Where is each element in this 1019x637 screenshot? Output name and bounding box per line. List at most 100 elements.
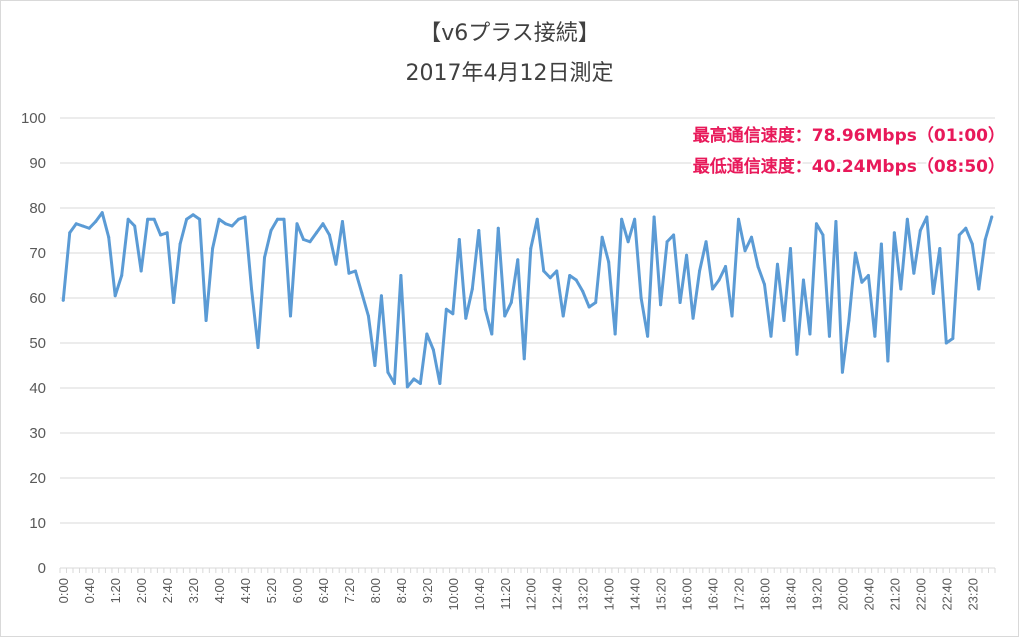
data-point bbox=[496, 226, 500, 230]
data-point bbox=[568, 274, 572, 277]
data-point bbox=[840, 370, 844, 374]
data-point bbox=[159, 233, 163, 237]
y-tick-label: 20 bbox=[29, 470, 46, 487]
x-tick-label: 8:40 bbox=[394, 578, 409, 603]
data-point bbox=[334, 262, 338, 266]
data-point bbox=[503, 314, 507, 318]
data-point bbox=[340, 220, 344, 223]
x-tick-label: 6:40 bbox=[316, 578, 331, 603]
data-point bbox=[386, 370, 390, 374]
x-tick-label: 10:00 bbox=[446, 578, 461, 611]
data-point bbox=[860, 280, 864, 284]
data-point bbox=[944, 341, 948, 345]
data-point bbox=[373, 364, 377, 367]
chart-title: 【v6プラス接続】 bbox=[419, 21, 600, 46]
data-point bbox=[587, 305, 591, 309]
data-point bbox=[516, 258, 520, 262]
data-point bbox=[133, 224, 137, 228]
data-point bbox=[659, 303, 663, 307]
data-point bbox=[990, 215, 994, 219]
y-tick-label: 90 bbox=[29, 155, 46, 172]
data-point bbox=[847, 319, 851, 322]
data-point bbox=[191, 213, 195, 217]
data-point bbox=[61, 298, 65, 302]
x-tick-label: 19:20 bbox=[809, 578, 824, 611]
x-tick-label: 14:40 bbox=[628, 578, 643, 611]
x-tick-label: 16:00 bbox=[680, 578, 695, 611]
data-point bbox=[100, 211, 104, 215]
data-point bbox=[646, 334, 650, 338]
data-point bbox=[620, 217, 624, 221]
data-point bbox=[691, 316, 695, 320]
data-point bbox=[276, 217, 280, 221]
data-point bbox=[243, 215, 247, 219]
data-point bbox=[925, 215, 929, 219]
data-point bbox=[685, 253, 689, 257]
x-tick-label: 2:40 bbox=[160, 578, 175, 603]
data-point bbox=[451, 312, 455, 316]
y-tick-label: 50 bbox=[29, 335, 46, 352]
data-point bbox=[81, 224, 85, 228]
data-point bbox=[918, 229, 922, 232]
data-point bbox=[665, 240, 669, 244]
x-tick-label: 12:40 bbox=[550, 578, 565, 611]
data-point bbox=[490, 332, 494, 336]
data-point bbox=[405, 385, 409, 389]
data-point bbox=[289, 314, 293, 318]
data-point bbox=[529, 247, 533, 250]
data-point bbox=[366, 314, 370, 318]
data-point bbox=[301, 238, 305, 241]
data-point bbox=[464, 316, 468, 320]
data-point bbox=[483, 307, 487, 311]
data-point bbox=[74, 222, 78, 226]
data-point bbox=[250, 287, 254, 291]
data-point bbox=[814, 222, 818, 226]
x-tick-label: 3:20 bbox=[186, 578, 201, 603]
data-point bbox=[821, 233, 825, 237]
data-point bbox=[879, 242, 883, 246]
data-point bbox=[308, 240, 312, 244]
data-point bbox=[120, 274, 124, 277]
data-point bbox=[211, 247, 215, 250]
data-point bbox=[418, 382, 422, 385]
x-tick-label: 20:00 bbox=[835, 578, 850, 611]
x-tick-label: 5:20 bbox=[264, 578, 279, 603]
data-point bbox=[801, 278, 805, 282]
data-point bbox=[782, 319, 786, 322]
data-point bbox=[827, 334, 831, 338]
data-point bbox=[353, 269, 357, 273]
data-point bbox=[899, 287, 903, 291]
x-tick-label: 14:00 bbox=[602, 578, 617, 611]
data-point bbox=[555, 269, 559, 273]
data-point bbox=[808, 332, 812, 336]
x-tick-label: 15:20 bbox=[654, 578, 669, 611]
data-point bbox=[282, 217, 286, 221]
data-point bbox=[717, 278, 721, 282]
x-tick-label: 22:40 bbox=[939, 578, 954, 611]
data-point bbox=[68, 231, 72, 235]
data-point bbox=[198, 217, 202, 221]
x-tick-label: 16:40 bbox=[706, 578, 721, 611]
data-point bbox=[146, 217, 150, 221]
data-point bbox=[152, 217, 156, 221]
data-point bbox=[678, 301, 682, 304]
data-point bbox=[892, 231, 896, 235]
y-tick-label: 80 bbox=[29, 200, 46, 217]
speed-series-line bbox=[61, 211, 994, 389]
data-point bbox=[886, 359, 890, 363]
y-axis-ticks: 0 10 20 30 40 50 60 70 80 90 100 bbox=[21, 110, 46, 577]
x-tick-label: 20:40 bbox=[861, 578, 876, 611]
x-tick-label: 12:00 bbox=[524, 578, 539, 611]
x-tick-label: 9:20 bbox=[420, 578, 435, 603]
data-point bbox=[977, 287, 981, 291]
data-point bbox=[957, 233, 961, 237]
data-point bbox=[470, 287, 474, 291]
x-tick-label: 17:20 bbox=[732, 578, 747, 611]
data-point bbox=[652, 215, 656, 219]
x-tick-label: 6:00 bbox=[290, 578, 305, 603]
y-tick-label: 60 bbox=[29, 290, 46, 307]
data-point bbox=[626, 240, 630, 244]
data-point bbox=[607, 260, 611, 264]
x-tick-label: 22:00 bbox=[913, 578, 928, 611]
